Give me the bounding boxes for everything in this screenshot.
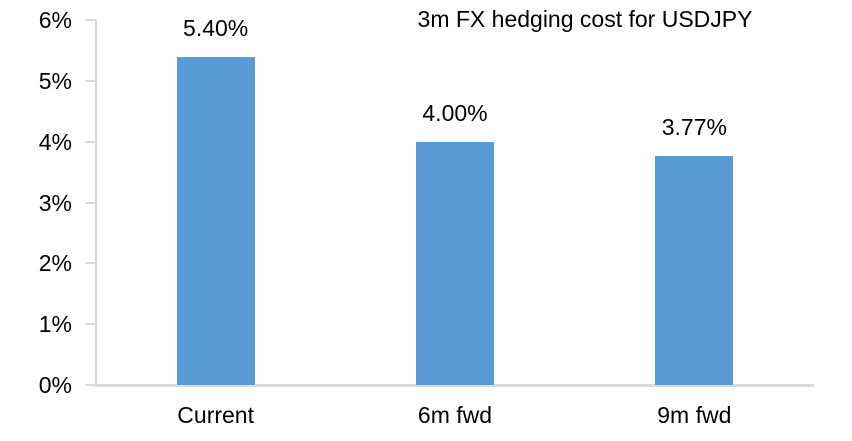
bar	[416, 141, 494, 385]
x-axis-category-label: 9m fwd	[657, 402, 732, 428]
bar-value-label: 3.77%	[661, 113, 727, 140]
y-tick-label: 1%	[38, 311, 72, 338]
x-axis-line	[95, 384, 814, 387]
y-tick-mark	[85, 140, 96, 143]
y-tick-mark	[85, 19, 96, 21]
bar	[655, 155, 734, 385]
y-tick-mark	[85, 201, 96, 204]
x-axis-category-label: 6m fwd	[417, 402, 493, 428]
y-tick-mark	[85, 262, 96, 265]
y-tick-label: 2%	[38, 250, 72, 277]
y-tick-mark	[85, 384, 96, 386]
y-tick-label: 5%	[38, 67, 72, 94]
y-tick-label: 4%	[38, 128, 72, 155]
bar	[176, 56, 255, 385]
bar-value-label: 5.40%	[183, 14, 249, 41]
y-tick-label: 6%	[38, 7, 72, 33]
y-tick-mark	[85, 323, 96, 326]
y-tick-mark	[85, 79, 96, 82]
chart-title: 3m FX hedging cost for USDJPY	[417, 6, 753, 32]
y-tick-label: 3%	[38, 189, 72, 216]
bar-value-label: 4.00%	[422, 99, 488, 126]
x-axis-category-label: Current	[177, 402, 254, 428]
y-tick-label: 0%	[38, 372, 72, 398]
y-axis-line	[95, 20, 97, 386]
